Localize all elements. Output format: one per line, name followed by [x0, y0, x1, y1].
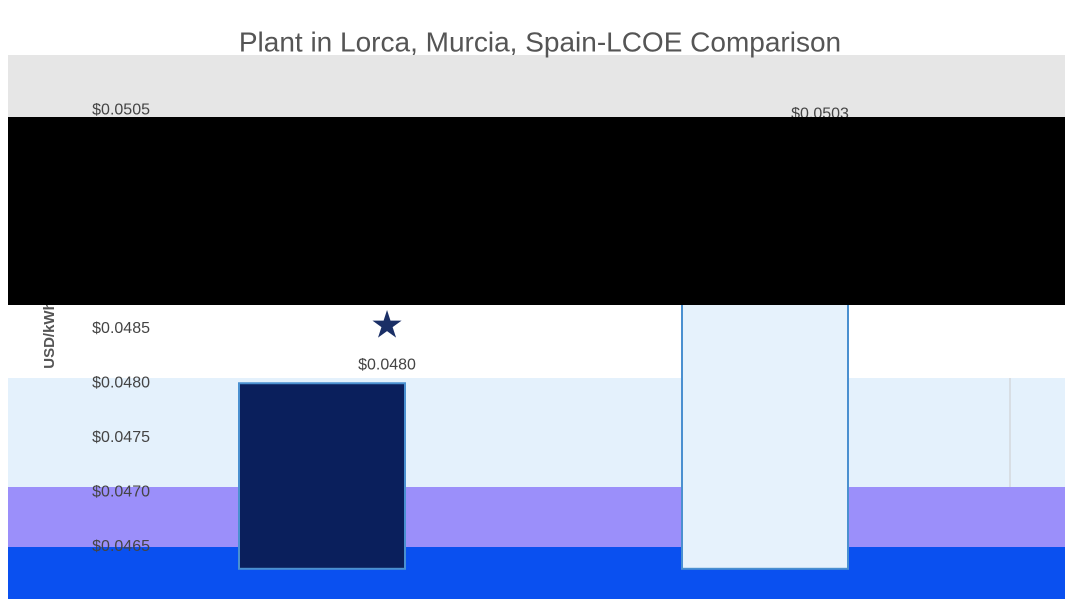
- y-tick-label: $0.0490: [92, 265, 150, 282]
- band: [8, 487, 1065, 547]
- y-tick-label: $0.0465: [92, 538, 150, 555]
- bar: [238, 382, 406, 570]
- y-tick-label: $0.0505: [92, 102, 150, 119]
- bar: [681, 131, 849, 570]
- y-tick-label: $0.0500: [92, 156, 150, 173]
- y-tick-label: $0.0475: [92, 429, 150, 446]
- band: [8, 55, 1065, 117]
- y-tick-label: $0.0480: [92, 374, 150, 391]
- y-tick-label: $0.0495: [92, 211, 150, 228]
- chart-title: Plant in Lorca, Murcia, Spain-LCOE Compa…: [239, 26, 841, 57]
- value-label: $0.0503: [791, 105, 849, 122]
- y-tick-label: $0.0470: [92, 484, 150, 501]
- band: [8, 378, 1065, 488]
- y-axis-label: USD/kWh: [41, 301, 58, 369]
- y-tick-label: $0.0485: [92, 320, 150, 337]
- value-label: $0.0480: [358, 356, 416, 373]
- marker: ★: [370, 304, 404, 346]
- band: [8, 547, 1065, 599]
